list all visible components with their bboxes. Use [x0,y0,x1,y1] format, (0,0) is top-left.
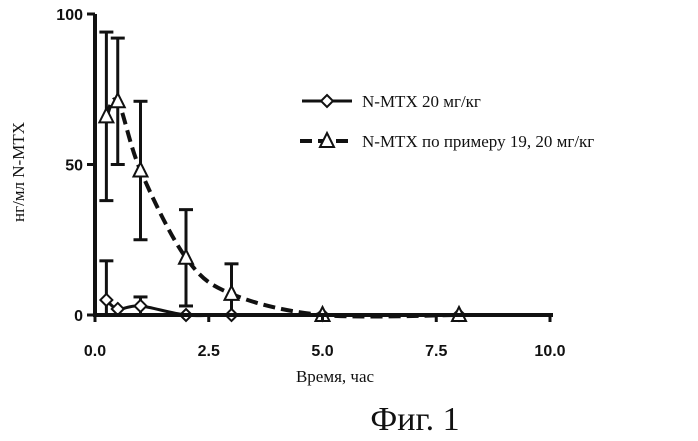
x-tick-label-1: 2.5 [198,343,220,360]
data-point-triangle-1 [111,93,125,107]
data-point-triangle-4 [225,286,239,300]
x-tick-label-0: 0.0 [84,343,106,360]
data-point-triangle-0 [99,108,113,122]
y-tick-label-1: 50 [65,158,83,175]
legend-diamond-marker [321,95,333,107]
figure-caption: Фиг. 1 [370,401,459,438]
x-tick-label-3: 7.5 [425,343,447,360]
legend-label-1: N-MTX 20 мг/кг [362,92,481,111]
legend: N-MTX 20 мг/кг N-MTX по примеру 19, 20 м… [300,92,594,151]
y-tick-label-0: 0 [74,308,83,325]
error-bars [99,32,238,315]
data-markers [99,93,466,321]
y-axis-label: нг/мл N-MTX [9,122,28,222]
x-axis-label: Время, час [296,367,375,386]
x-tick-label-4: 10.0 [534,343,565,360]
data-point-diamond-2 [135,300,147,312]
x-tick-label-2: 5.0 [311,343,333,360]
y-tick-label-2: 100 [56,7,83,24]
data-point-triangle-2 [134,163,148,177]
legend-label-2: N-MTX по примеру 19, 20 мг/кг [362,132,594,151]
